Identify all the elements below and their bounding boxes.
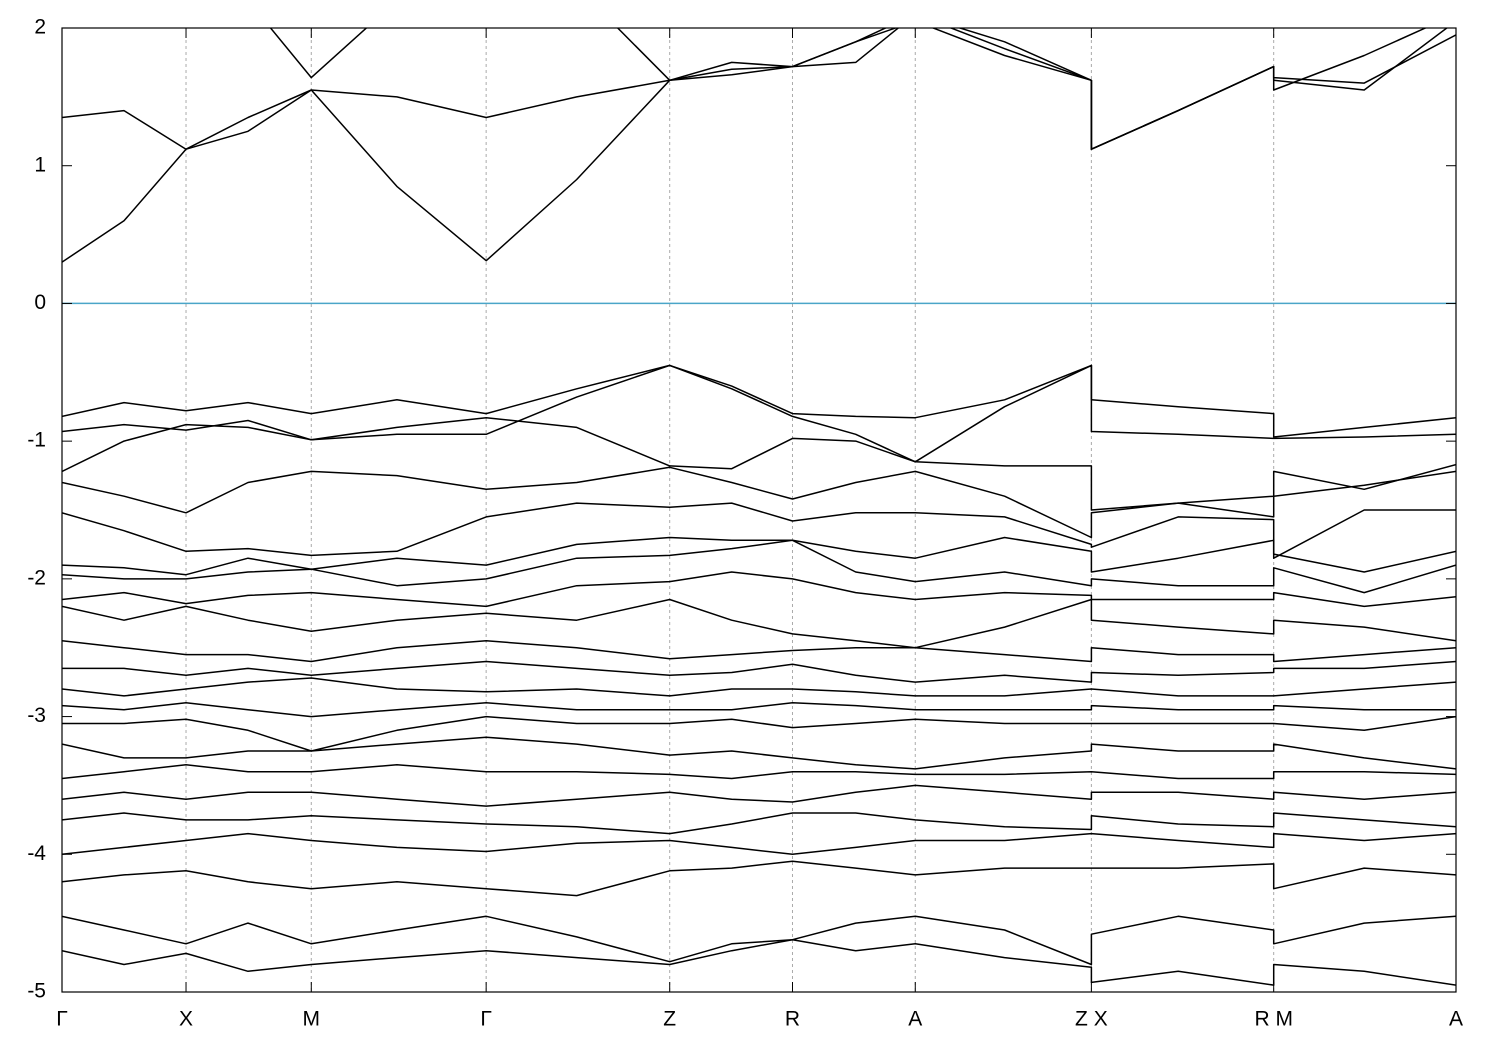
bands (62, 28, 1456, 986)
band (62, 715, 1456, 752)
band (62, 915, 1456, 966)
y-tick-label: 0 (34, 291, 46, 314)
x-tick-label: A (1449, 1008, 1463, 1031)
band (62, 812, 1456, 835)
y-tick-label: -1 (27, 429, 46, 452)
plot-frame (61, 27, 1457, 993)
band (62, 764, 1456, 780)
band (62, 539, 1456, 594)
band (62, 28, 1428, 263)
band (62, 860, 1456, 897)
y-tick-label: 1 (34, 153, 46, 176)
band (62, 28, 1449, 150)
y-tick-label: 2 (34, 16, 46, 39)
band (62, 702, 1456, 718)
ticks: -5 -4 -3 -2 -1 0 1 2 Γ X M Γ Z R A Z X R M A (27, 16, 1463, 1031)
y-tick-label: -4 (27, 842, 46, 865)
x-tick-label: X (179, 1008, 193, 1031)
band (62, 536, 1456, 576)
y-tick-label: -3 (27, 704, 46, 727)
x-tick-label: R M (1254, 1008, 1293, 1031)
x-tick-label: A (908, 1008, 922, 1031)
x-tick-label: M (303, 1008, 321, 1031)
band (62, 832, 1456, 856)
band (62, 640, 1456, 663)
band (62, 571, 1456, 608)
band (62, 364, 1456, 438)
band (62, 416, 1456, 511)
x-tick-label: Z X (1075, 1008, 1108, 1031)
grid (62, 28, 1456, 992)
band (62, 598, 1456, 649)
band (62, 677, 1456, 697)
band (62, 784, 1456, 807)
band (62, 736, 1456, 770)
band (62, 502, 1456, 559)
band (269, 28, 1456, 150)
band (62, 364, 1456, 463)
band (62, 938, 1456, 986)
y-tick-label: -2 (27, 566, 46, 589)
band (62, 466, 1456, 539)
band (62, 660, 1456, 683)
x-tick-label: R (785, 1008, 800, 1031)
x-tick-label: Γ (480, 1008, 492, 1031)
y-tick-label: -5 (27, 980, 46, 1003)
x-tick-label: Γ (56, 1008, 68, 1031)
x-tick-label: Z (663, 1008, 676, 1031)
